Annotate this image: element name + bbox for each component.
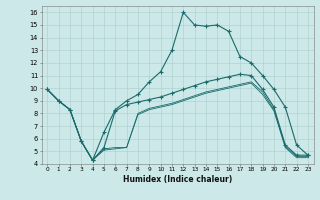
X-axis label: Humidex (Indice chaleur): Humidex (Indice chaleur) — [123, 175, 232, 184]
